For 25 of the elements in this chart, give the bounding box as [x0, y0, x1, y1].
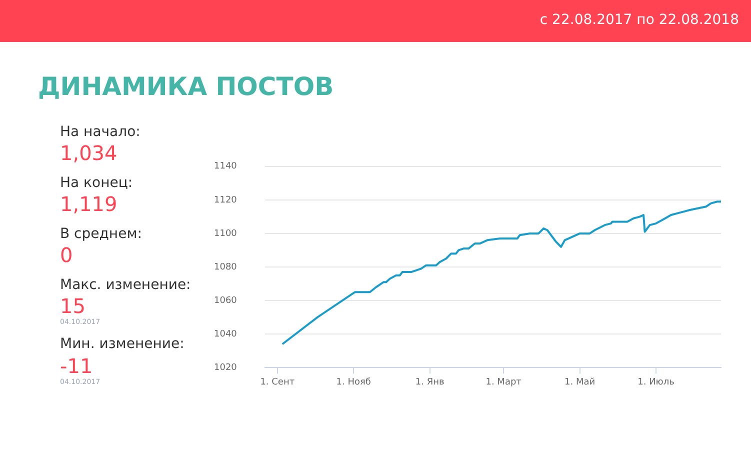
text: В среднем:	[60, 226, 143, 242]
y-tick-label: 1040	[214, 329, 238, 340]
text: 0	[60, 243, 74, 268]
text: Мин. изменение:	[60, 336, 186, 353]
y-tick-label: 1060	[214, 296, 238, 306]
chart-title: ДИНАМИКА ПОСТОВ	[38, 72, 334, 101]
text: 1,034	[60, 141, 118, 166]
text: -11	[60, 354, 94, 378]
x-tick-label: 1. Май	[564, 377, 596, 388]
x-tick-label: 1. Янв	[415, 377, 444, 388]
x-tick-label: 1. Июль	[638, 377, 674, 388]
x-tick-label: 1. Нояб	[336, 377, 372, 388]
text: Макс. изменение:	[60, 277, 192, 294]
y-tick-label: 1120	[214, 195, 238, 206]
y-tick-label: 1080	[214, 262, 238, 272]
x-tick-label: 1. Сент	[260, 377, 295, 388]
text: На начало:	[60, 124, 142, 140]
text: На конец:	[60, 175, 134, 192]
y-tick-label: 1020	[214, 362, 238, 373]
y-tick-label: 1140	[214, 162, 238, 172]
x-tick-label: 1. Март	[486, 377, 522, 388]
text: 15	[60, 294, 86, 318]
text: с 22.08.2017 по 22.08.2018	[540, 12, 739, 28]
text: 1,119	[60, 192, 118, 216]
y-tick-label: 1100	[214, 228, 238, 239]
